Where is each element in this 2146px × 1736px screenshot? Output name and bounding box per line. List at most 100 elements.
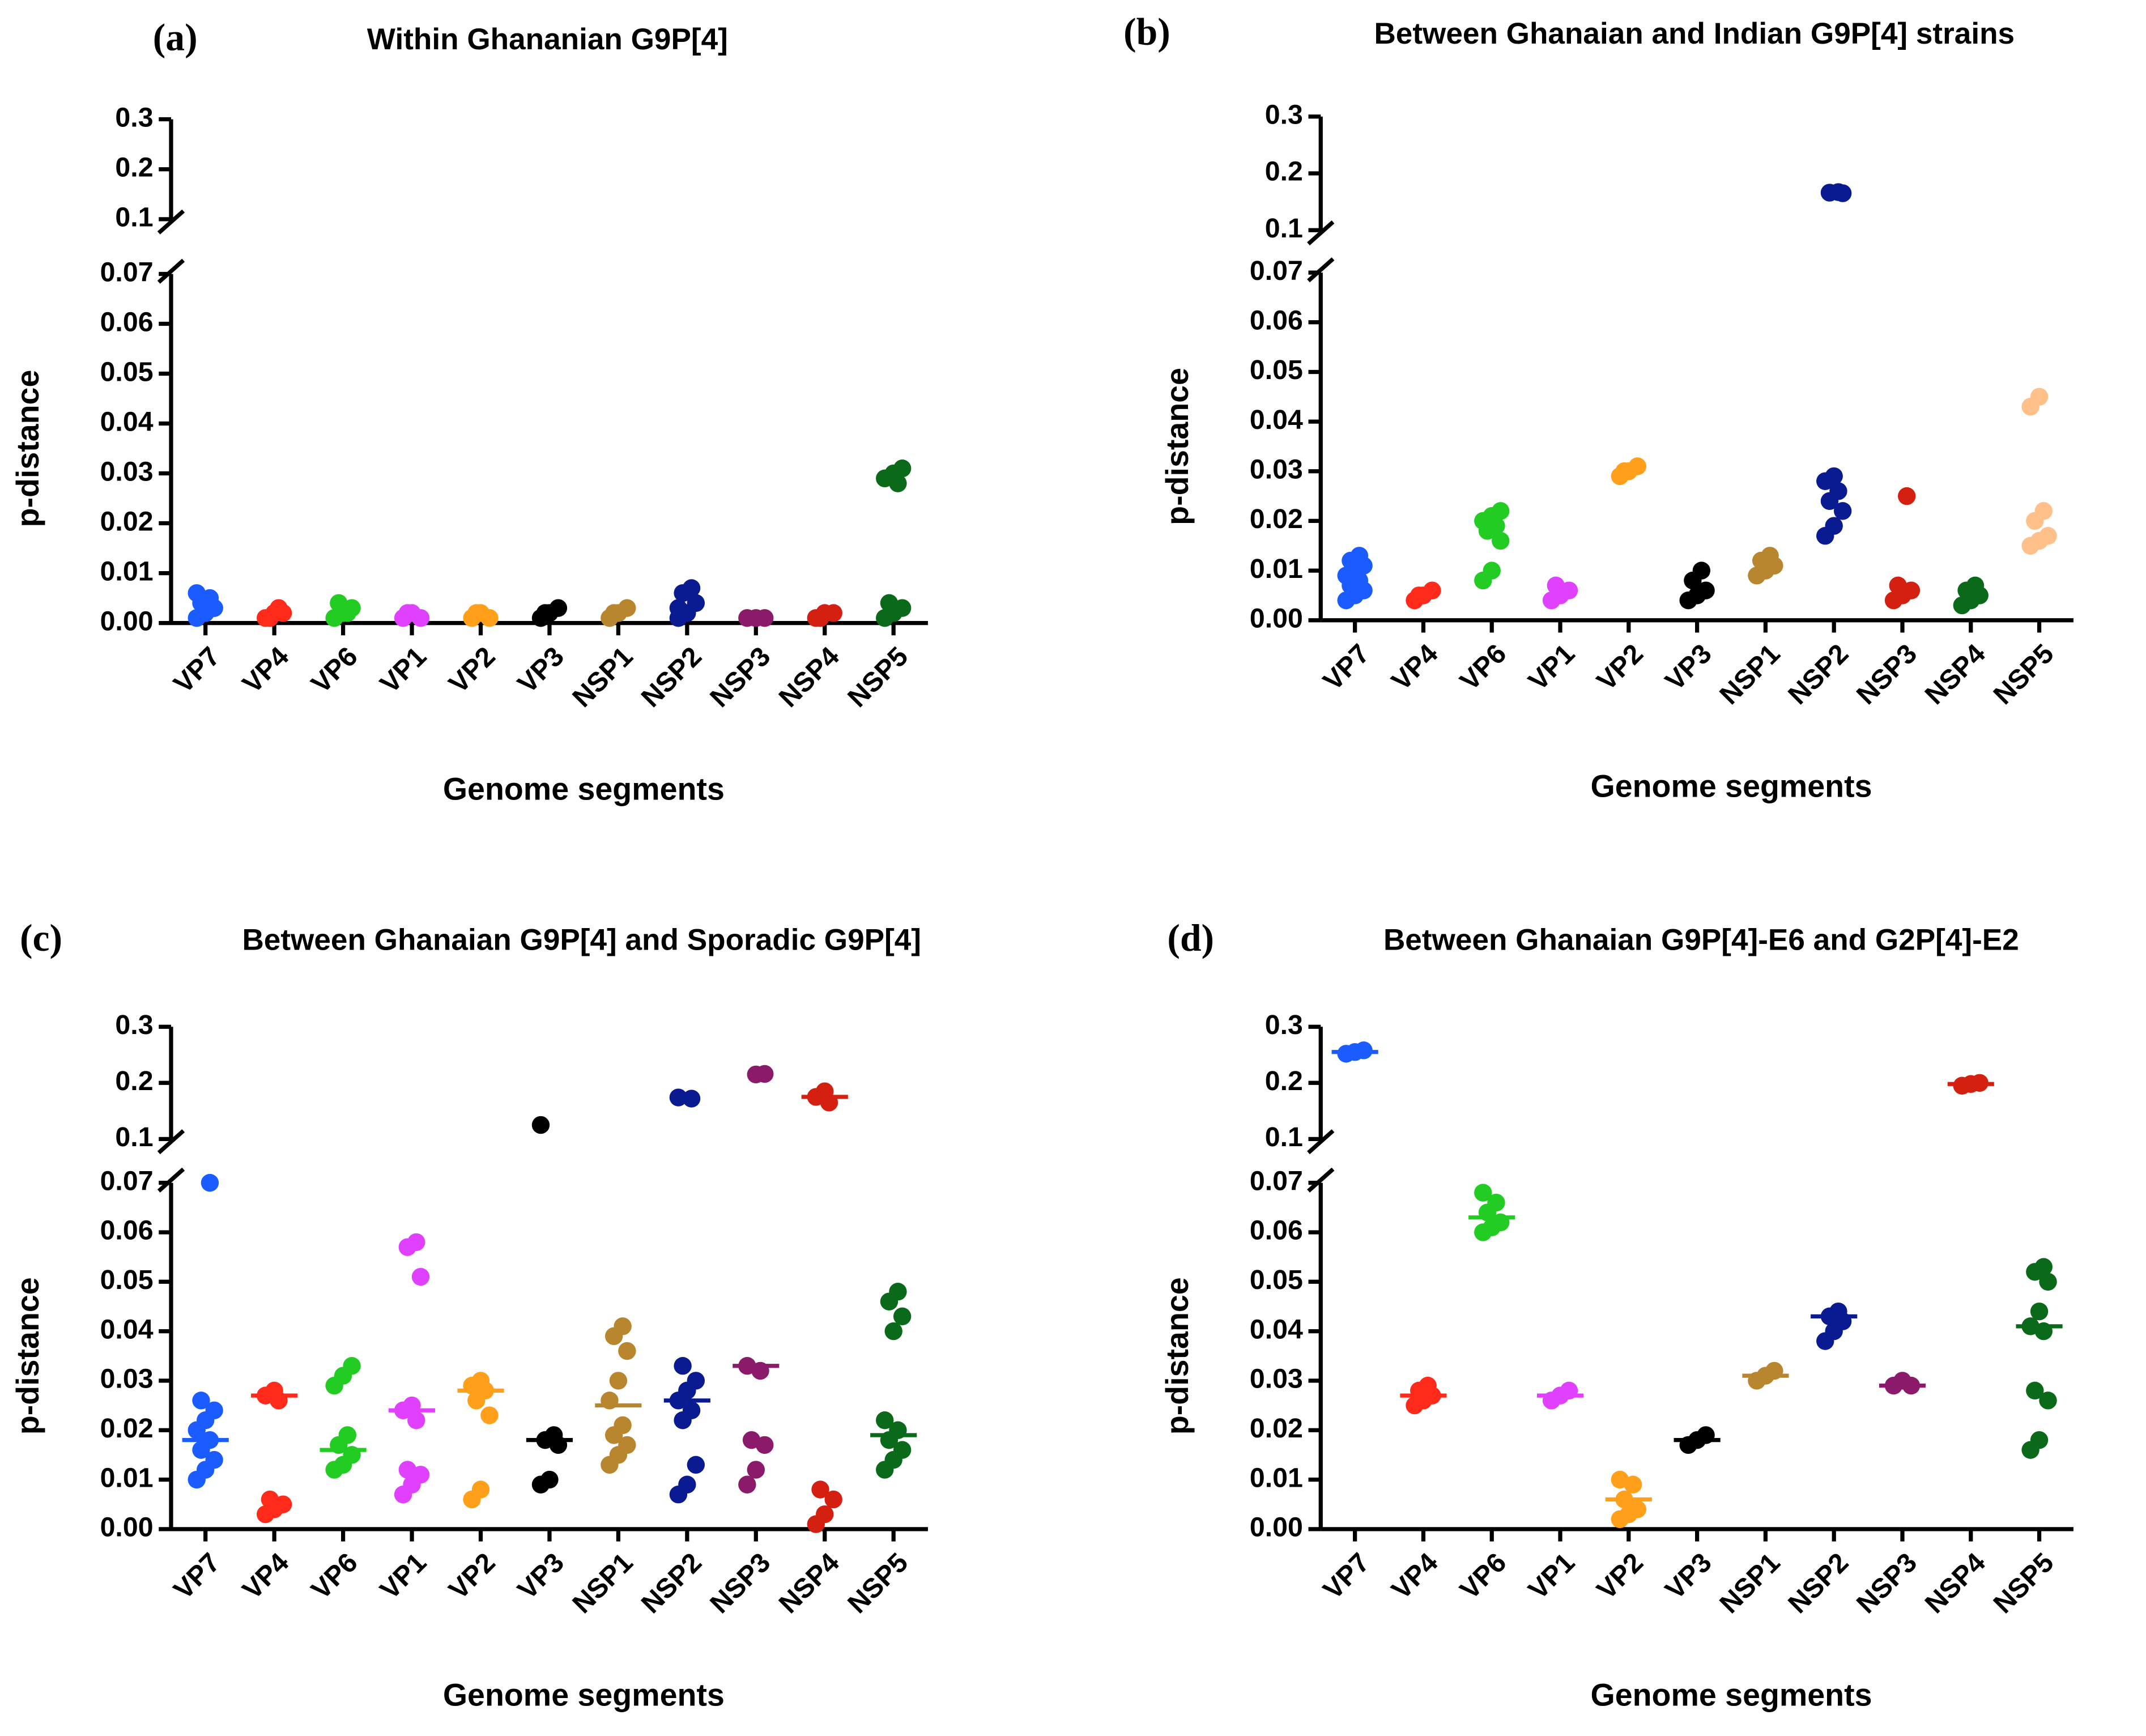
point — [738, 1475, 756, 1494]
x-tick-label: VP2 — [1591, 1547, 1649, 1606]
point — [1547, 576, 1565, 595]
point — [411, 1267, 430, 1286]
point — [467, 604, 486, 622]
x-tick-label: VP3 — [1659, 1547, 1718, 1606]
y-tick-label: 0.05 — [100, 356, 154, 387]
y-tick-label: 0.2 — [1265, 1066, 1303, 1096]
point — [480, 1406, 499, 1424]
x-tick-label: VP7 — [168, 1547, 226, 1606]
y-tick-label: 0.01 — [1250, 554, 1303, 584]
y-tick-label: 0.2 — [115, 1066, 153, 1096]
x-tick-label: NSP3 — [704, 1547, 776, 1619]
point — [471, 1372, 490, 1390]
point — [1615, 462, 1633, 480]
point — [407, 1233, 425, 1252]
y-tick-label: 0.1 — [115, 1122, 153, 1152]
point — [811, 1480, 829, 1499]
y-tick-label: 0.07 — [100, 1165, 154, 1196]
point — [1697, 581, 1715, 599]
point — [2030, 1302, 2049, 1321]
point — [1474, 1184, 1492, 1202]
axis-break — [157, 1167, 185, 1193]
point — [880, 594, 899, 612]
point — [1611, 1470, 1629, 1489]
point — [816, 1505, 834, 1524]
x-tick-label: NSP4 — [773, 1547, 845, 1619]
x-tick-label: NSP4 — [1919, 638, 1991, 710]
point — [2030, 1431, 2049, 1449]
point — [1829, 482, 1847, 500]
x-tick-label: NSP2 — [636, 1547, 708, 1619]
point — [1761, 547, 1779, 565]
point — [471, 1480, 490, 1499]
y-tick-label: 0.02 — [1250, 504, 1303, 534]
panel-title: Between Ghanaian G9P[4]-E6 and G2P[4]-E2 — [1383, 923, 2019, 956]
axis-break — [1307, 1129, 1335, 1155]
point — [742, 1431, 761, 1449]
y-tick-label: 0.03 — [1250, 454, 1303, 485]
axis-break — [1307, 220, 1335, 246]
point — [687, 1372, 705, 1390]
x-tick-label: VP7 — [1317, 1547, 1376, 1606]
x-tick-label: NSP5 — [842, 641, 914, 713]
y-tick-label: 0.2 — [115, 152, 153, 182]
point — [876, 1411, 894, 1429]
point — [1898, 487, 1916, 505]
x-tick-label: NSP3 — [1851, 639, 1923, 710]
point — [192, 1392, 210, 1410]
y-axis-label: p-distance — [1160, 368, 1195, 525]
axis-break — [1307, 1167, 1335, 1193]
x-tick-label: VP2 — [443, 641, 501, 699]
point — [669, 1088, 688, 1107]
point — [756, 1065, 774, 1083]
x-tick-label: NSP1 — [567, 1547, 638, 1619]
point — [398, 604, 417, 622]
point — [884, 1322, 902, 1341]
point — [682, 579, 701, 597]
point — [618, 1436, 636, 1454]
y-tick-label: 0.04 — [1250, 405, 1303, 435]
x-tick-label: VP4 — [1386, 638, 1444, 696]
point — [747, 1461, 765, 1479]
x-tick-label: VP6 — [1454, 1547, 1513, 1606]
y-tick-label: 0.1 — [115, 202, 153, 233]
x-axis-label: Genome segments — [1591, 769, 1872, 804]
y-tick-label: 0.01 — [100, 556, 154, 586]
point — [2039, 1273, 2057, 1291]
point — [205, 599, 223, 617]
y-tick-label: 0.03 — [100, 456, 154, 487]
x-tick-label: VP4 — [1386, 1547, 1444, 1606]
point — [1829, 183, 1847, 201]
point — [338, 604, 357, 622]
x-tick-label: VP6 — [1454, 639, 1513, 697]
point — [1410, 586, 1428, 605]
point — [2034, 502, 2053, 520]
axis-break — [157, 258, 185, 284]
point — [614, 1416, 632, 1435]
point — [687, 594, 705, 612]
point — [1966, 576, 1985, 595]
point — [824, 1490, 842, 1509]
x-tick-label: VP2 — [443, 1547, 501, 1606]
x-axis-label: Genome segments — [443, 1678, 725, 1713]
x-tick-label: VP1 — [374, 641, 432, 699]
panel-title: Within Ghananian G9P[4] — [367, 23, 728, 56]
point — [811, 609, 829, 627]
x-tick-label: NSP4 — [1919, 1547, 1991, 1619]
x-tick-label: VP3 — [1659, 639, 1718, 697]
y-tick-label: 0.05 — [1250, 355, 1303, 385]
point — [1628, 1500, 1646, 1518]
point — [343, 1356, 361, 1375]
point — [1487, 1193, 1505, 1212]
point — [1692, 561, 1711, 580]
point — [674, 1356, 692, 1375]
y-tick-label: 0.00 — [100, 1512, 154, 1543]
x-tick-label: NSP2 — [1782, 639, 1854, 710]
x-tick-label: NSP1 — [567, 641, 638, 713]
point — [1491, 502, 1510, 520]
point — [201, 1173, 219, 1192]
y-tick-label: 0.1 — [1265, 213, 1303, 244]
point — [1889, 576, 1907, 595]
y-tick-label: 0.07 — [1250, 256, 1303, 286]
